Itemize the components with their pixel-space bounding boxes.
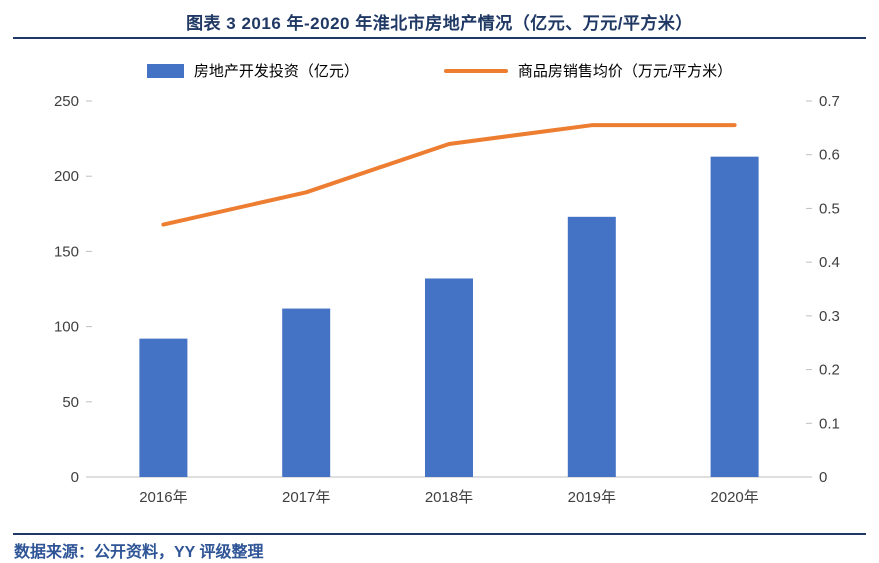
right-axis-tick-label: 0.6 xyxy=(819,147,840,164)
x-axis-label: 2017年 xyxy=(282,489,330,506)
chart-legend: 房地产开发投资（亿元） 商品房销售均价（万元/平方米） xyxy=(0,60,879,81)
left-axis-tick-label: 250 xyxy=(54,93,79,110)
right-axis-tick-label: 0.4 xyxy=(819,254,840,271)
x-axis-label: 2016年 xyxy=(139,489,187,506)
left-axis-tick-label: 0 xyxy=(71,469,79,486)
source-divider xyxy=(13,533,866,535)
bar xyxy=(425,278,473,477)
legend-item-investment: 房地产开发投资（亿元） xyxy=(146,60,359,81)
x-axis-label: 2020年 xyxy=(710,489,758,506)
legend-item-price: 商品房销售均价（万元/平方米） xyxy=(443,60,733,81)
bar-series-swatch-icon xyxy=(146,63,184,78)
left-axis-tick-label: 100 xyxy=(54,319,79,336)
bar xyxy=(567,216,616,478)
right-axis-tick-label: 0.1 xyxy=(819,415,840,432)
line-series-swatch-icon xyxy=(443,68,508,73)
bar xyxy=(139,338,188,477)
left-axis-tick-label: 200 xyxy=(54,168,79,185)
left-axis-tick-label: 50 xyxy=(62,394,79,411)
legend-label-price: 商品房销售均价（万元/平方米） xyxy=(517,63,733,80)
right-axis-tick-label: 0.5 xyxy=(819,200,840,217)
right-axis-tick-label: 0.7 xyxy=(819,93,840,110)
right-axis-tick-label: 0.3 xyxy=(819,308,840,325)
bar xyxy=(282,308,331,477)
right-axis-tick-label: 0.2 xyxy=(819,362,840,379)
x-axis-label: 2019年 xyxy=(568,489,616,506)
left-axis-tick-label: 150 xyxy=(54,243,79,260)
title-divider xyxy=(13,37,866,39)
legend-label-investment: 房地产开发投资（亿元） xyxy=(193,63,359,80)
data-source: 数据来源：公开资料，YY 评级整理 xyxy=(14,544,264,561)
right-axis-tick-label: 0 xyxy=(819,469,827,486)
x-axis-label: 2018年 xyxy=(425,489,473,506)
figure-title: 图表 3 2016 年-2020 年淮北市房地产情况（亿元、万元/平方米） xyxy=(186,14,693,33)
bar xyxy=(710,156,759,477)
price-line-series xyxy=(161,123,737,227)
